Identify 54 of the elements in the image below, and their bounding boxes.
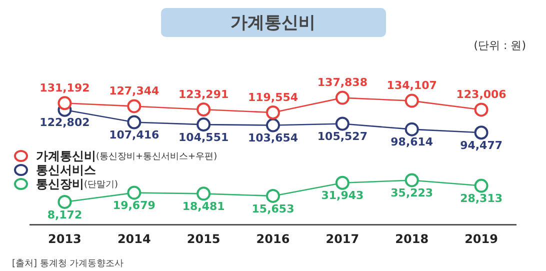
data-label: 98,614: [390, 136, 434, 149]
data-label: 103,654: [248, 132, 298, 145]
point: [474, 178, 488, 193]
data-label: 127,344: [109, 84, 160, 98]
point: [266, 118, 280, 132]
point: [266, 188, 280, 203]
legend-label: 통신장비(단말기): [36, 176, 118, 192]
data-label: 123,291: [178, 88, 229, 101]
point: [335, 90, 350, 105]
point: [196, 118, 211, 132]
point: [196, 102, 211, 116]
point: [335, 116, 350, 131]
point: [127, 99, 142, 114]
data-label: 107,416: [109, 128, 160, 142]
point: [474, 126, 488, 140]
point: [266, 105, 280, 120]
point: [335, 176, 350, 190]
data-label: 8,172: [47, 208, 82, 222]
x-tick-label: 2018: [395, 232, 429, 246]
text: [출처] 통계청 가계동향조사: [11, 258, 125, 270]
point: [404, 173, 419, 188]
data-label: 122,802: [40, 116, 90, 130]
x-tick-label: 2015: [186, 232, 220, 246]
legend-label: 통신서비스: [36, 162, 96, 178]
x-tick-label: 2013: [48, 232, 82, 246]
point: [127, 186, 142, 200]
chart-subtitle: (단위 : 원): [472, 38, 527, 52]
data-label: 131,192: [40, 82, 90, 94]
point: [58, 96, 72, 110]
data-label: 35,223: [390, 186, 434, 200]
point: [196, 186, 211, 201]
legend-label: 가계통신비(통신장비+통신서비스+우편): [36, 148, 218, 164]
data-label: 31,943: [321, 189, 364, 202]
data-label: 134,107: [386, 79, 437, 92]
data-label: 18,481: [182, 200, 225, 214]
chart-title: 가계통신비: [160, 8, 386, 37]
point: [404, 122, 419, 136]
data-label: 119,554: [248, 90, 298, 104]
data-label: 104,551: [178, 130, 229, 144]
data-label: 19,679: [112, 199, 156, 212]
point: [58, 194, 72, 209]
data-label: 123,006: [456, 88, 507, 102]
x-tick-label: 2019: [464, 232, 498, 246]
x-tick-label: 2016: [256, 232, 290, 246]
data-label: 105,527: [317, 130, 368, 144]
data-label: 137,838: [317, 76, 368, 90]
data-label: 15,653: [252, 202, 294, 216]
point: [127, 115, 142, 130]
point: [404, 94, 419, 108]
x-tick-label: 2014: [117, 232, 151, 246]
point: [474, 102, 488, 117]
x-tick-label: 2017: [326, 232, 360, 246]
data-label: 94,477: [460, 138, 503, 152]
data-label: 28,313: [460, 192, 503, 206]
